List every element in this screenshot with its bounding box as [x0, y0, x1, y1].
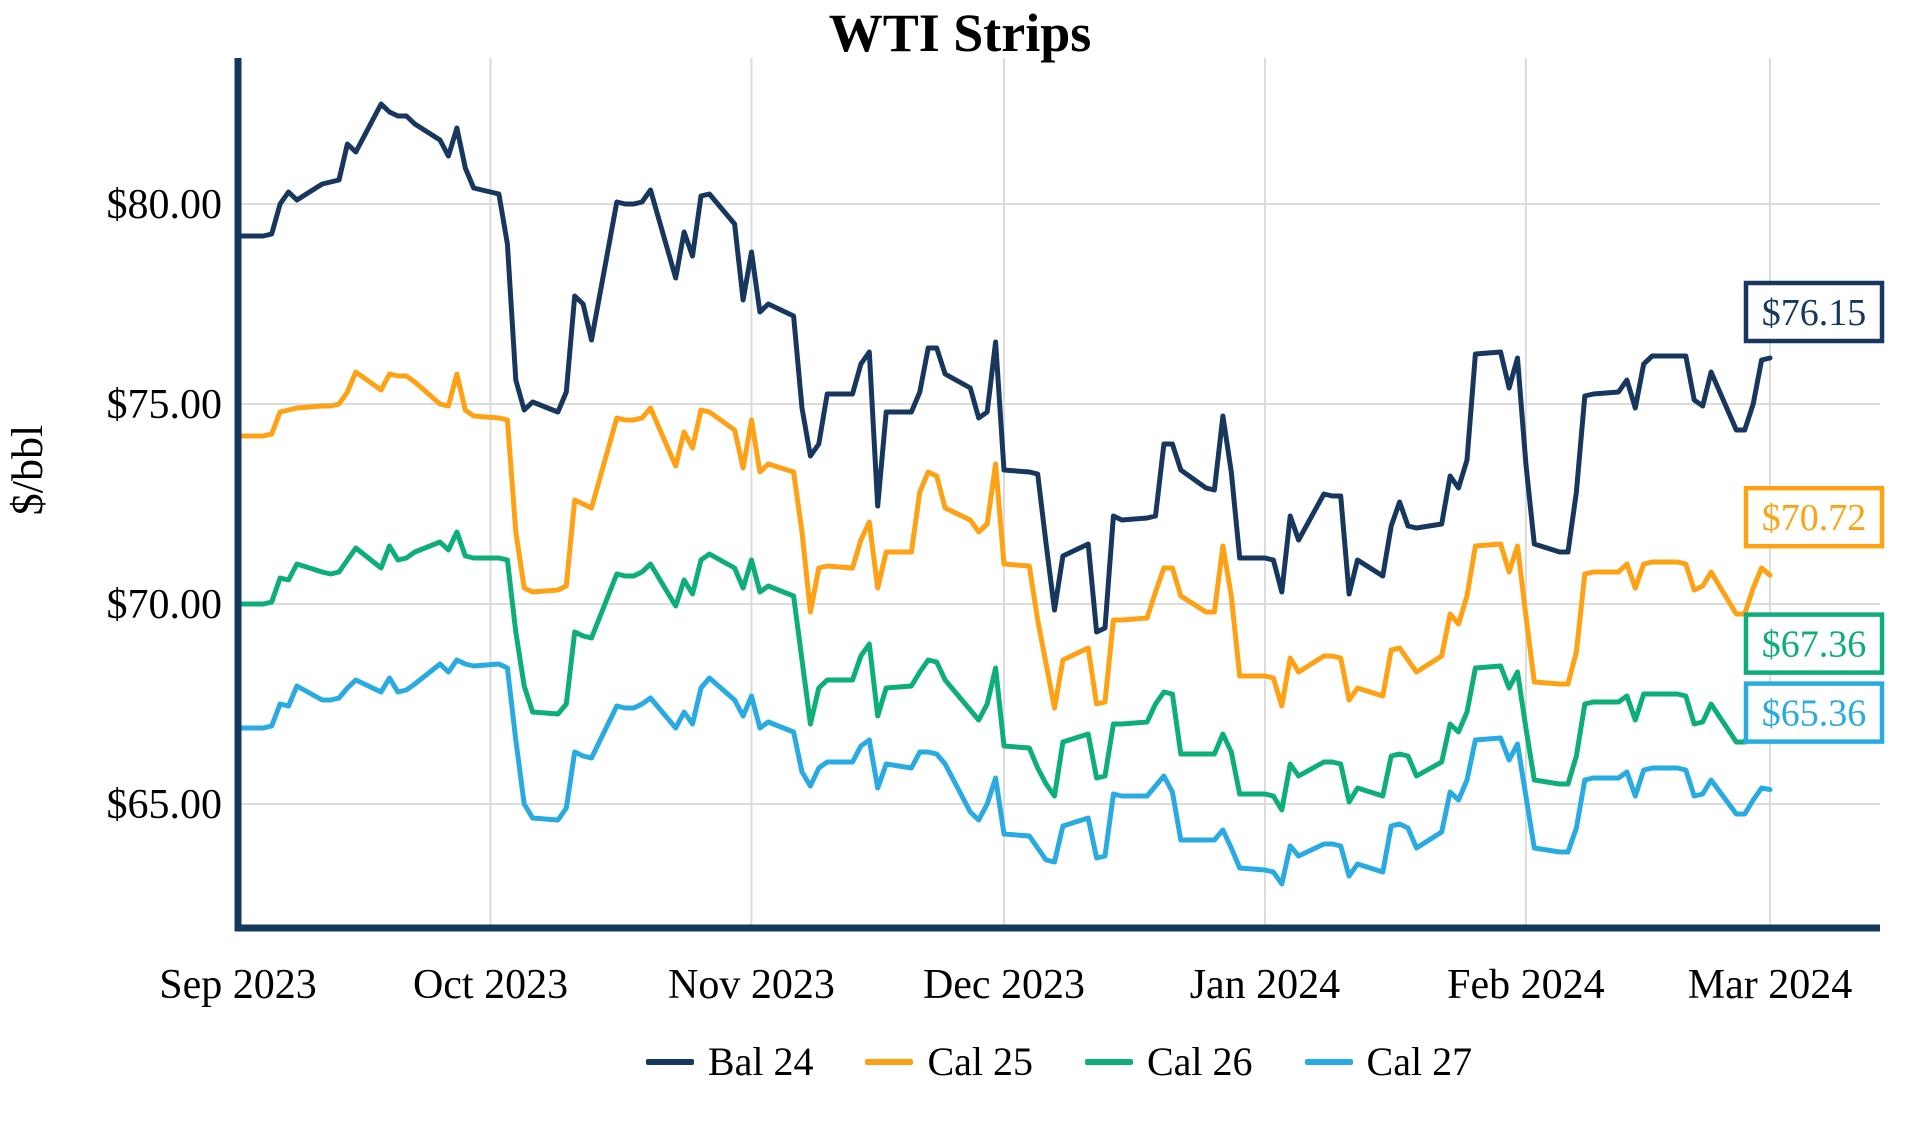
end-label-box-cal-27: [1743, 681, 1885, 744]
end-label-value-cal-26: $67.36: [1762, 624, 1867, 666]
legend-label-cal-25: Cal 25: [927, 1039, 1033, 1084]
x-tick-label: Oct 2023: [413, 962, 568, 1008]
x-tick-label: Jan 2024: [1190, 962, 1341, 1008]
legend: Bal 24 Cal 25 Cal 26 Cal 27: [238, 1038, 1880, 1085]
legend-label-cal-26: Cal 26: [1147, 1039, 1253, 1084]
end-label-value-cal-25: $70.72: [1762, 497, 1867, 539]
end-label-box-cal-26: [1743, 612, 1885, 675]
series-line-bal-24: [235, 101, 1773, 635]
end-label-value-bal-24: $76.15: [1762, 292, 1867, 334]
x-tick-label: Dec 2023: [923, 962, 1085, 1008]
legend-label-cal-27: Cal 27: [1366, 1039, 1473, 1084]
chart-title: WTI Strips: [828, 3, 1092, 63]
y-tick-label: $75.00: [107, 382, 223, 428]
series-line-cal-27: [235, 657, 1773, 887]
x-tick-label: Feb 2024: [1447, 962, 1605, 1008]
series-line-cal-26: [235, 529, 1773, 813]
legend-swatch-cal-25: [865, 1058, 914, 1065]
series-line-cal-25: [235, 369, 1773, 711]
end-label-box-bal-24: [1743, 280, 1885, 344]
end-label-value-cal-27: $65.36: [1762, 693, 1867, 735]
legend-swatch-cal-26: [1085, 1058, 1133, 1065]
legend-label-bal-24: Bal 24: [707, 1039, 814, 1084]
y-tick-label: $80.00: [107, 182, 223, 228]
legend-item-cal-27: Cal 27: [1304, 1038, 1473, 1085]
legend-swatch-cal-27: [1304, 1058, 1353, 1065]
x-tick-label: Sep 2023: [159, 962, 317, 1008]
y-tick-label: $70.00: [107, 582, 223, 628]
x-tick-label: Mar 2024: [1688, 962, 1852, 1008]
end-label-box-cal-25: [1743, 485, 1885, 549]
y-tick-label: $65.00: [107, 782, 223, 828]
legend-item-cal-25: Cal 25: [865, 1038, 1033, 1085]
legend-item-cal-26: Cal 26: [1085, 1038, 1253, 1085]
legend-swatch-bal-24: [645, 1058, 694, 1065]
x-tick-label: Nov 2023: [668, 962, 835, 1008]
legend-item-bal-24: Bal 24: [645, 1038, 814, 1085]
